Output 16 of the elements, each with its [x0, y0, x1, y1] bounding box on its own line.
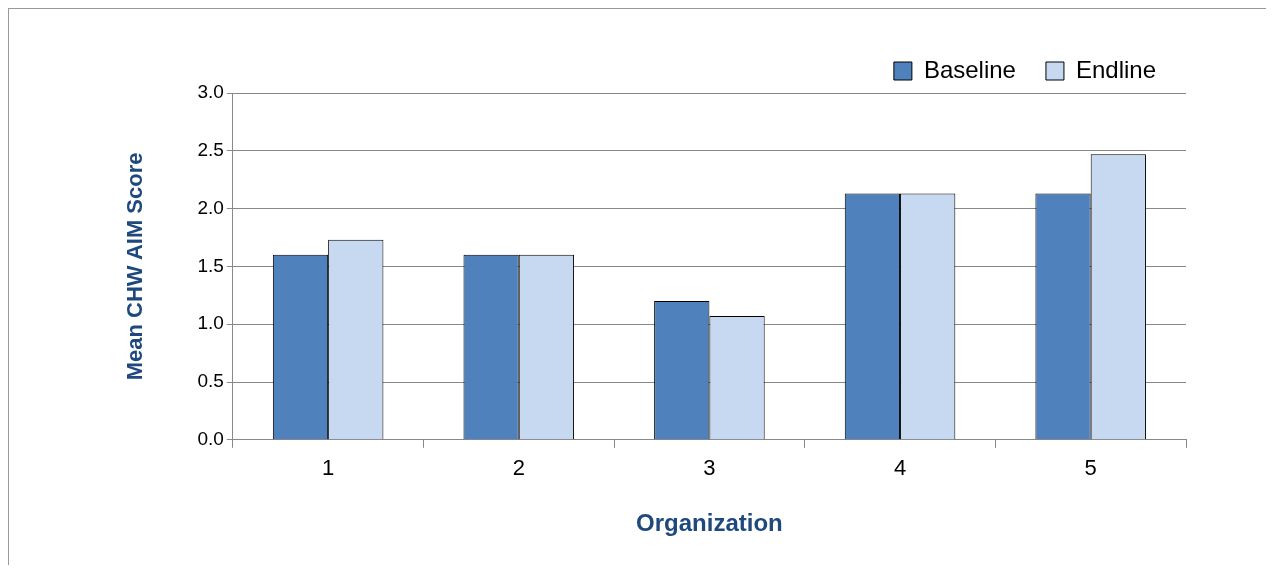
y-tick-label: 2.0 [197, 196, 224, 218]
y-tick-label: 2.5 [197, 139, 224, 161]
x-tick-label: 4 [893, 455, 907, 481]
x-tick-label: 2 [512, 455, 525, 481]
y-tick-label: 3.0 [197, 81, 224, 103]
y-tick-label: 1.5 [197, 254, 224, 276]
x-axis-title: Organization [636, 509, 783, 537]
legend-label: Endline [1075, 55, 1156, 83]
x-tick-label: 3 [703, 455, 716, 481]
legend-label: Baseline [923, 55, 1016, 83]
x-tick-label: 1 [322, 455, 335, 481]
x-tick-label: 5 [1084, 455, 1097, 481]
y-tick-label: 1.0 [197, 312, 224, 334]
y-axis-title: Mean CHW AIM Score [122, 152, 148, 381]
y-tick-label: 0.5 [197, 370, 224, 392]
y-tick-label: 0.0 [197, 428, 224, 450]
